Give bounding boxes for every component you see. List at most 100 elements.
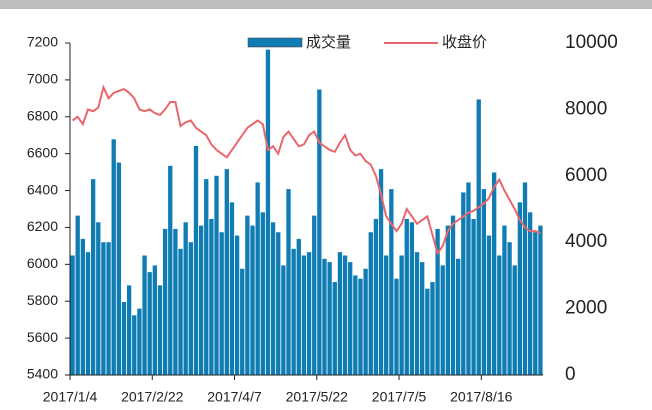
volume-bar — [142, 255, 147, 375]
y-tick-label: 7000 — [27, 71, 58, 87]
volume-bar — [512, 265, 517, 375]
volume-bar — [332, 282, 337, 375]
volume-bar — [198, 225, 204, 375]
y-tick-label: 6600 — [27, 144, 58, 160]
volume-bar — [178, 248, 183, 375]
volume-bar — [80, 238, 86, 375]
x-tick-label: 2017/1/4 — [43, 389, 98, 405]
y2-tick-label: 2000 — [565, 298, 607, 319]
x-tick-label: 2017/4/7 — [207, 389, 262, 405]
volume-bar — [229, 202, 235, 375]
volume-bar — [373, 218, 379, 375]
volume-bar — [111, 139, 116, 375]
volume-bar — [147, 272, 152, 375]
volume-bar — [204, 179, 209, 375]
volume-bar — [255, 182, 260, 375]
volume-bar — [234, 235, 240, 375]
y2-tick-label: 0 — [565, 364, 576, 385]
x-tick-label: 2017/2/22 — [121, 389, 183, 405]
volume-bar — [126, 285, 132, 375]
y2-tick-label: 4000 — [565, 231, 607, 252]
volume-bar — [209, 218, 214, 375]
x-tick-label: 2017/5/22 — [286, 389, 348, 405]
volume-bar — [193, 145, 199, 375]
volume-bar — [430, 282, 435, 375]
volume-bar — [137, 308, 142, 375]
volume-bar — [517, 202, 523, 375]
volume-bar — [96, 222, 101, 375]
volume-bar — [312, 215, 317, 375]
volume-bar — [240, 268, 245, 375]
y-tick-label: 6800 — [27, 107, 58, 123]
volume-bar — [116, 162, 122, 375]
volume-bar — [168, 165, 173, 375]
y-tick-label: 5800 — [27, 292, 58, 308]
volume-bar — [101, 242, 106, 375]
volume-bar — [317, 89, 322, 375]
y2-tick-label: 10000 — [565, 32, 618, 53]
volume-bar — [306, 252, 312, 375]
volume-bar — [301, 255, 307, 375]
volume-bar — [106, 242, 111, 375]
y-tick-label: 5600 — [27, 329, 58, 345]
volume-bar — [450, 215, 456, 375]
legend-label: 收盘价 — [442, 33, 487, 51]
volume-bar — [219, 232, 224, 375]
y-tick-label: 6400 — [27, 181, 58, 197]
y-tick-label: 6200 — [27, 218, 58, 234]
volume-bar — [270, 222, 276, 375]
volume-bar — [420, 262, 425, 375]
volume-bar — [440, 265, 445, 375]
y-tick-label: 7200 — [27, 34, 58, 50]
volume-bar — [481, 189, 487, 375]
volume-bar — [476, 99, 481, 375]
price-line — [71, 84, 541, 256]
volume-bar — [491, 172, 497, 375]
volume-bar — [291, 248, 296, 375]
volume-bar — [157, 285, 163, 375]
volume-bar — [394, 278, 399, 375]
volume-bar — [368, 232, 373, 375]
volume-bar — [486, 235, 492, 375]
y2-tick-label: 8000 — [565, 98, 607, 119]
volume-bar — [384, 255, 389, 375]
volume-bar — [342, 255, 348, 375]
x-tick-label: 2017/8/16 — [450, 389, 512, 405]
volume-bar — [296, 238, 301, 375]
volume-bar — [173, 228, 178, 375]
y2-tick-label: 6000 — [565, 165, 607, 186]
volume-bar — [281, 265, 286, 375]
volume-bar — [358, 278, 363, 375]
volume-bar — [533, 232, 538, 375]
volume-bar — [162, 228, 168, 375]
volume-bar — [265, 49, 271, 375]
y-tick-label: 5400 — [27, 366, 58, 382]
volume-bar — [245, 215, 250, 375]
volume-bar — [445, 225, 451, 375]
y-tick-label: 6000 — [27, 255, 58, 271]
volume-bar — [414, 252, 420, 375]
volume-bar — [327, 262, 332, 375]
volume-bar — [399, 255, 404, 375]
volume-bar — [152, 265, 157, 375]
volume-bar — [466, 182, 471, 375]
volume-bar — [507, 242, 512, 375]
volume-bar — [456, 258, 461, 375]
volume-bar — [85, 252, 91, 375]
volume-bar — [250, 225, 255, 375]
volume-bar — [353, 275, 358, 375]
volume-bar — [348, 262, 353, 375]
volume-bar — [337, 252, 343, 375]
volume-bar — [409, 222, 415, 375]
volume-bar — [224, 169, 229, 375]
volume-bar — [527, 212, 533, 375]
volume-bar — [425, 288, 430, 375]
volume-bar — [322, 258, 327, 375]
volume-bar — [70, 255, 75, 375]
volume-bar — [188, 242, 193, 375]
volume-bar — [497, 255, 502, 375]
volume-bar — [378, 169, 384, 375]
volume-bar — [471, 218, 476, 375]
x-tick-label: 2017/7/5 — [372, 389, 427, 405]
